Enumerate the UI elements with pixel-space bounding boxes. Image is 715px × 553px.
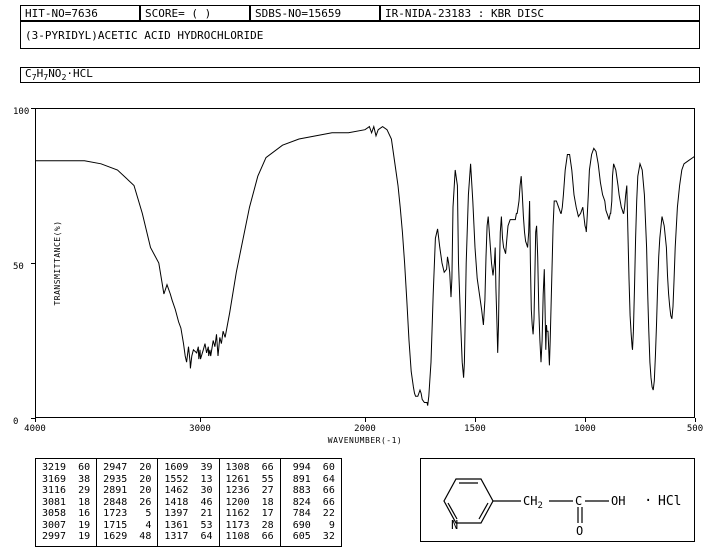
hit-no-text: HIT-NO=7636 — [25, 7, 98, 20]
molecule-structure: N CH2 C OH O · HCl — [420, 458, 695, 542]
y-tick-label: 0 — [13, 417, 18, 427]
peak-row: 2935 20 — [103, 474, 151, 486]
oh-label: OH — [611, 494, 625, 508]
peak-row: 784 22 — [287, 508, 335, 520]
y-axis-label: TRANSMITTANCE(%) — [53, 220, 62, 305]
hit-no-field: HIT-NO=7636 — [20, 5, 140, 21]
x-axis-label: WAVENUMBER(-1) — [328, 436, 402, 445]
peak-row: 3058 16 — [42, 508, 90, 520]
peak-row: 1552 13 — [164, 474, 212, 486]
ir-field: IR-NIDA-23183 : KBR DISC — [380, 5, 700, 21]
peak-row: 2947 20 — [103, 462, 151, 474]
y-tick-label: 50 — [13, 262, 24, 272]
score-field: SCORE= ( ) — [140, 5, 250, 21]
peak-row: 3116 29 — [42, 485, 90, 497]
peak-column: 3219 603169 383116 293081 183058 163007 … — [36, 459, 97, 546]
peak-row: 1629 48 — [103, 531, 151, 543]
formula-text: C7H7NO2·HCL — [25, 67, 93, 82]
peak-row: 1308 66 — [226, 462, 274, 474]
peak-row: 1715 4 — [103, 520, 151, 532]
x-tick-label: 1000 — [574, 424, 596, 434]
sdbs-field: SDBS-NO=15659 — [250, 5, 380, 21]
spectrum-line — [35, 108, 695, 418]
peak-row: 824 66 — [287, 497, 335, 509]
peak-row: 3219 60 — [42, 462, 90, 474]
peak-row: 1609 39 — [164, 462, 212, 474]
peak-row: 1723 5 — [103, 508, 151, 520]
peak-row: 1462 30 — [164, 485, 212, 497]
ir-text: IR-NIDA-23183 : KBR DISC — [385, 7, 544, 20]
peak-row: 1361 53 — [164, 520, 212, 532]
compound-text: (3-PYRIDYL)ACETIC ACID HYDROCHLORIDE — [25, 29, 263, 42]
peak-row: 1173 28 — [226, 520, 274, 532]
oxygen-label: O — [576, 524, 583, 538]
y-tick-label: 100 — [13, 107, 29, 117]
peak-row: 1200 18 — [226, 497, 274, 509]
peak-row: 1236 27 — [226, 485, 274, 497]
nitrogen-label: N — [451, 518, 458, 532]
peak-column: 1609 391552 131462 301418 461397 211361 … — [158, 459, 219, 546]
peak-row: 994 60 — [287, 462, 335, 474]
peak-row: 690 9 — [287, 520, 335, 532]
x-tick-label: 2000 — [354, 424, 376, 434]
x-tick-label: 3000 — [189, 424, 211, 434]
peak-row: 2891 20 — [103, 485, 151, 497]
peak-table: 3219 603169 383116 293081 183058 163007 … — [35, 458, 342, 547]
formula-field: C7H7NO2·HCL — [20, 67, 700, 83]
peak-row: 1397 21 — [164, 508, 212, 520]
x-tick-label: 1500 — [464, 424, 486, 434]
peak-row: 3169 38 — [42, 474, 90, 486]
peak-column: 1308 661261 551236 271200 181162 171173 … — [220, 459, 281, 546]
peak-row: 891 64 — [287, 474, 335, 486]
carbon-label: C — [575, 494, 582, 508]
score-text: SCORE= ( ) — [145, 7, 211, 20]
dot-label: · — [644, 493, 652, 509]
ch2-label: CH2 — [523, 494, 543, 511]
compound-name-field: (3-PYRIDYL)ACETIC ACID HYDROCHLORIDE — [20, 21, 700, 49]
peak-row: 1261 55 — [226, 474, 274, 486]
peak-column: 2947 202935 202891 202848 261723 51715 4… — [97, 459, 158, 546]
peak-row: 2848 26 — [103, 497, 151, 509]
peak-row: 2997 19 — [42, 531, 90, 543]
x-tick-label: 500 — [687, 424, 703, 434]
peak-row: 1317 64 — [164, 531, 212, 543]
spectrum-chart: TRANSMITTANCE(%) WAVENUMBER(-1) 050100 4… — [35, 108, 695, 418]
x-tick-label: 4000 — [24, 424, 46, 434]
peak-row: 1162 17 — [226, 508, 274, 520]
peak-row: 3007 19 — [42, 520, 90, 532]
hcl-label: HCl — [658, 494, 681, 509]
sdbs-text: SDBS-NO=15659 — [255, 7, 341, 20]
peak-row: 883 66 — [287, 485, 335, 497]
molecule-svg: N CH2 C OH O · HCl — [421, 459, 696, 543]
peak-row: 1108 66 — [226, 531, 274, 543]
peak-row: 3081 18 — [42, 497, 90, 509]
peak-row: 605 32 — [287, 531, 335, 543]
peak-column: 994 60 891 64 883 66 824 66 784 22 690 9… — [281, 459, 341, 546]
spectrum-viewer: HIT-NO=7636 SCORE= ( ) SDBS-NO=15659 IR-… — [0, 0, 715, 553]
peak-row: 1418 46 — [164, 497, 212, 509]
